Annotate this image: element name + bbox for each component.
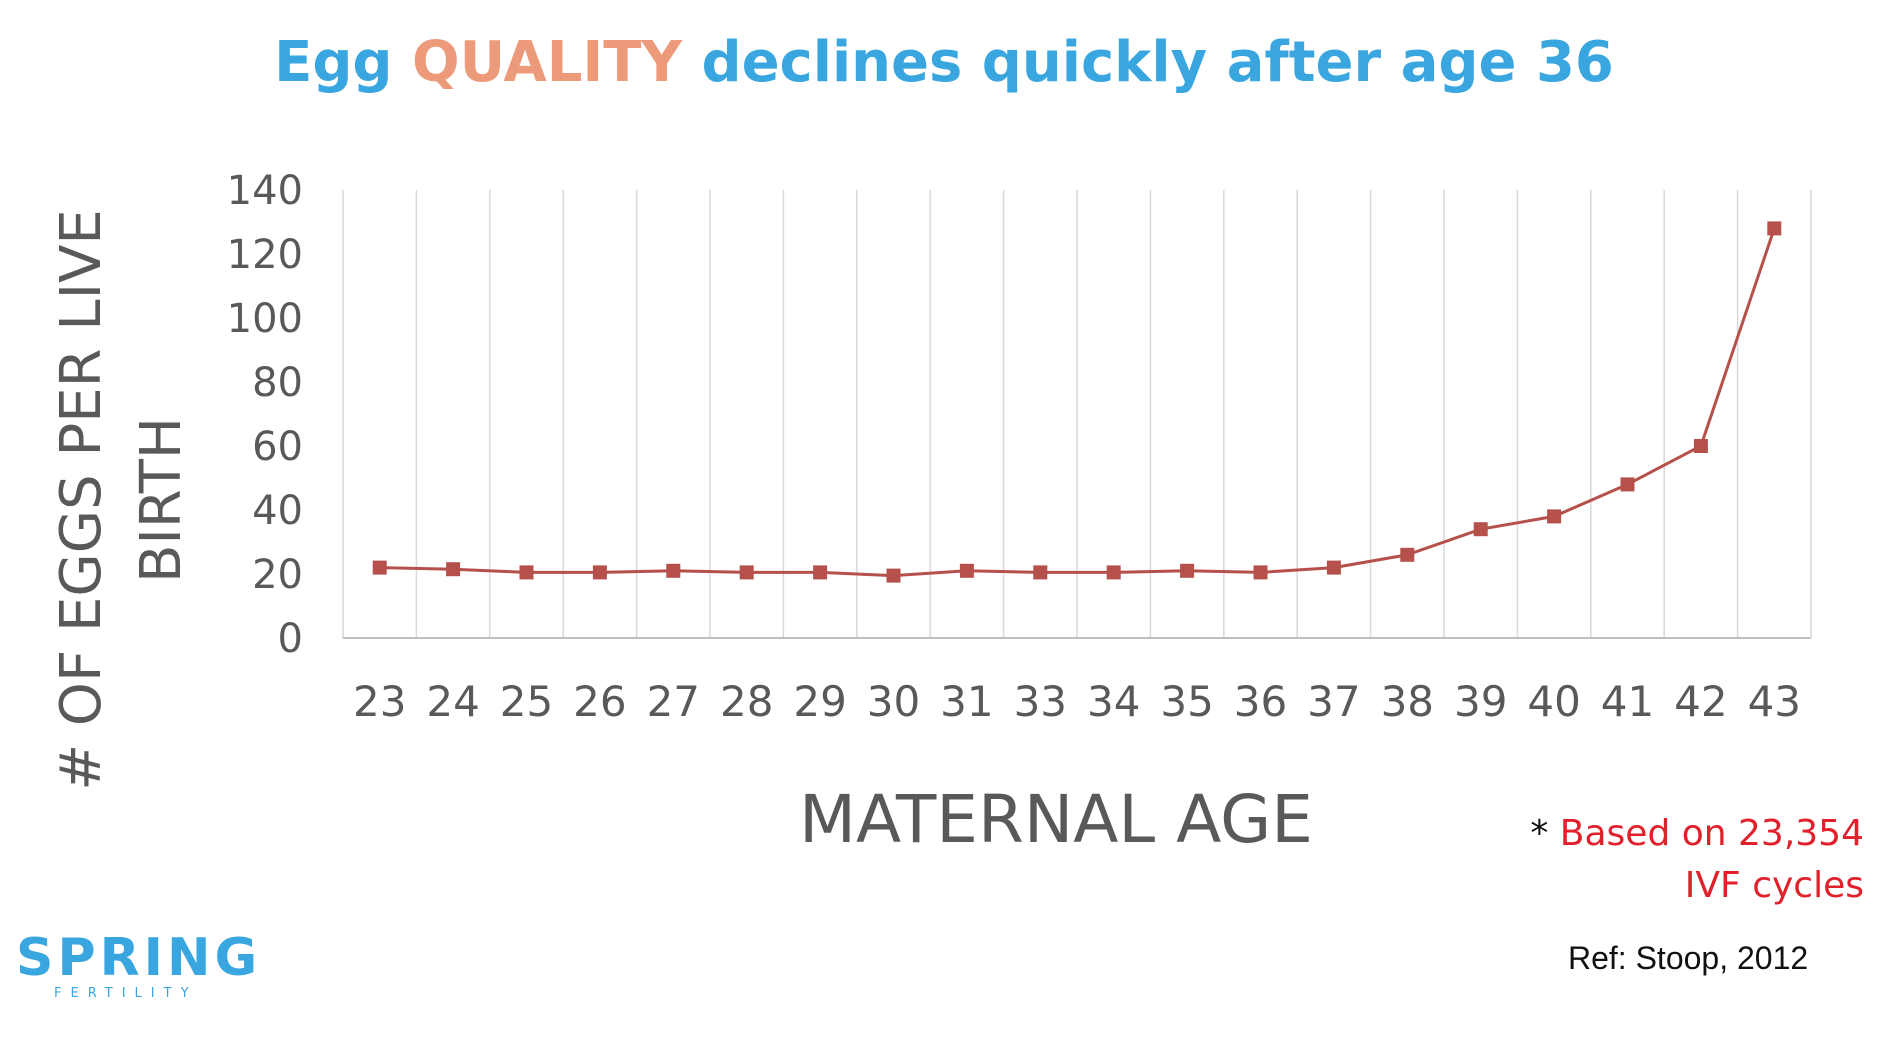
x-tick-label: 36 <box>1234 677 1287 726</box>
title-part-quality: QUALITY <box>412 30 682 95</box>
x-tick-label: 35 <box>1160 677 1213 726</box>
x-tick-label: 29 <box>793 677 846 726</box>
data-point-marker <box>1473 522 1488 537</box>
data-point-marker <box>1106 565 1121 580</box>
reference-text: Ref: Stoop, 2012 <box>1568 940 1809 976</box>
data-point-marker <box>1180 563 1195 578</box>
x-tick-label: 24 <box>426 677 479 726</box>
data-point-marker <box>372 560 387 575</box>
footnote: * Based on 23,354 IVF cycles <box>1530 808 1864 912</box>
y-tick-label: 80 <box>252 360 303 406</box>
x-tick-label: 31 <box>940 677 993 726</box>
x-tick-label: 43 <box>1748 677 1801 726</box>
data-point-marker <box>739 565 754 580</box>
y-tick-label: 0 <box>278 616 303 662</box>
data-point-marker <box>519 565 534 580</box>
x-tick-label: 42 <box>1674 677 1727 726</box>
data-point-marker <box>959 563 974 578</box>
x-tick-label: 39 <box>1454 677 1507 726</box>
data-point-marker <box>1693 439 1708 453</box>
data-point-marker <box>666 563 681 578</box>
data-point-marker <box>1400 547 1415 562</box>
x-tick-label: 37 <box>1307 677 1360 726</box>
y-tick-label: 40 <box>252 488 303 534</box>
x-tick-label: 28 <box>720 677 773 726</box>
y-tick-label: 120 <box>227 232 303 278</box>
data-point-marker <box>813 565 828 580</box>
title-part-rest: declines quickly after age 36 <box>681 30 1614 95</box>
x-tick-label: 23 <box>353 677 406 726</box>
data-point-marker <box>592 565 607 580</box>
x-tick-label: 40 <box>1527 677 1580 726</box>
y-tick-label: 60 <box>252 424 303 470</box>
data-point-marker <box>1253 565 1268 580</box>
x-tick-label: 27 <box>647 677 700 726</box>
logo-wordmark: SPRING <box>16 928 262 988</box>
data-point-marker <box>1547 509 1562 524</box>
y-tick-label: 20 <box>252 552 303 598</box>
x-axis-title: MATERNAL AGE <box>799 781 1313 858</box>
x-tick-label: 34 <box>1087 677 1140 726</box>
series-line <box>379 227 1776 578</box>
x-tick-label: 26 <box>573 677 626 726</box>
y-axis-title-line-2: BIRTH <box>129 417 194 583</box>
chart-title: Egg QUALITY declines quickly after age 3… <box>0 30 1888 95</box>
footnote-line-1: Based on 23,354 <box>1559 813 1864 854</box>
x-tick-label: 41 <box>1601 677 1654 726</box>
data-point-marker <box>1767 221 1782 236</box>
title-part-egg: Egg <box>274 30 413 95</box>
footnote-star: * <box>1530 813 1560 854</box>
y-tick-label: 100 <box>227 296 303 342</box>
footnote-line-2: IVF cycles <box>1684 865 1864 906</box>
x-tick-label: 38 <box>1381 677 1434 726</box>
x-tick-label: 25 <box>500 677 553 726</box>
y-axis-title-line-1: # OF EGGS PER LIVE <box>49 209 114 791</box>
logo-subtitle: FERTILITY <box>54 986 198 1001</box>
x-tick-label: 30 <box>867 677 920 726</box>
data-point-marker <box>1620 477 1635 492</box>
y-tick-label: 140 <box>227 168 303 214</box>
spring-fertility-logo: SPRING FERTILITY <box>16 928 262 1001</box>
data-point-marker <box>886 568 901 583</box>
data-point-marker <box>1326 560 1341 575</box>
data-point-marker <box>1033 565 1048 580</box>
data-point-marker <box>446 562 461 577</box>
x-tick-label: 33 <box>1014 677 1067 726</box>
